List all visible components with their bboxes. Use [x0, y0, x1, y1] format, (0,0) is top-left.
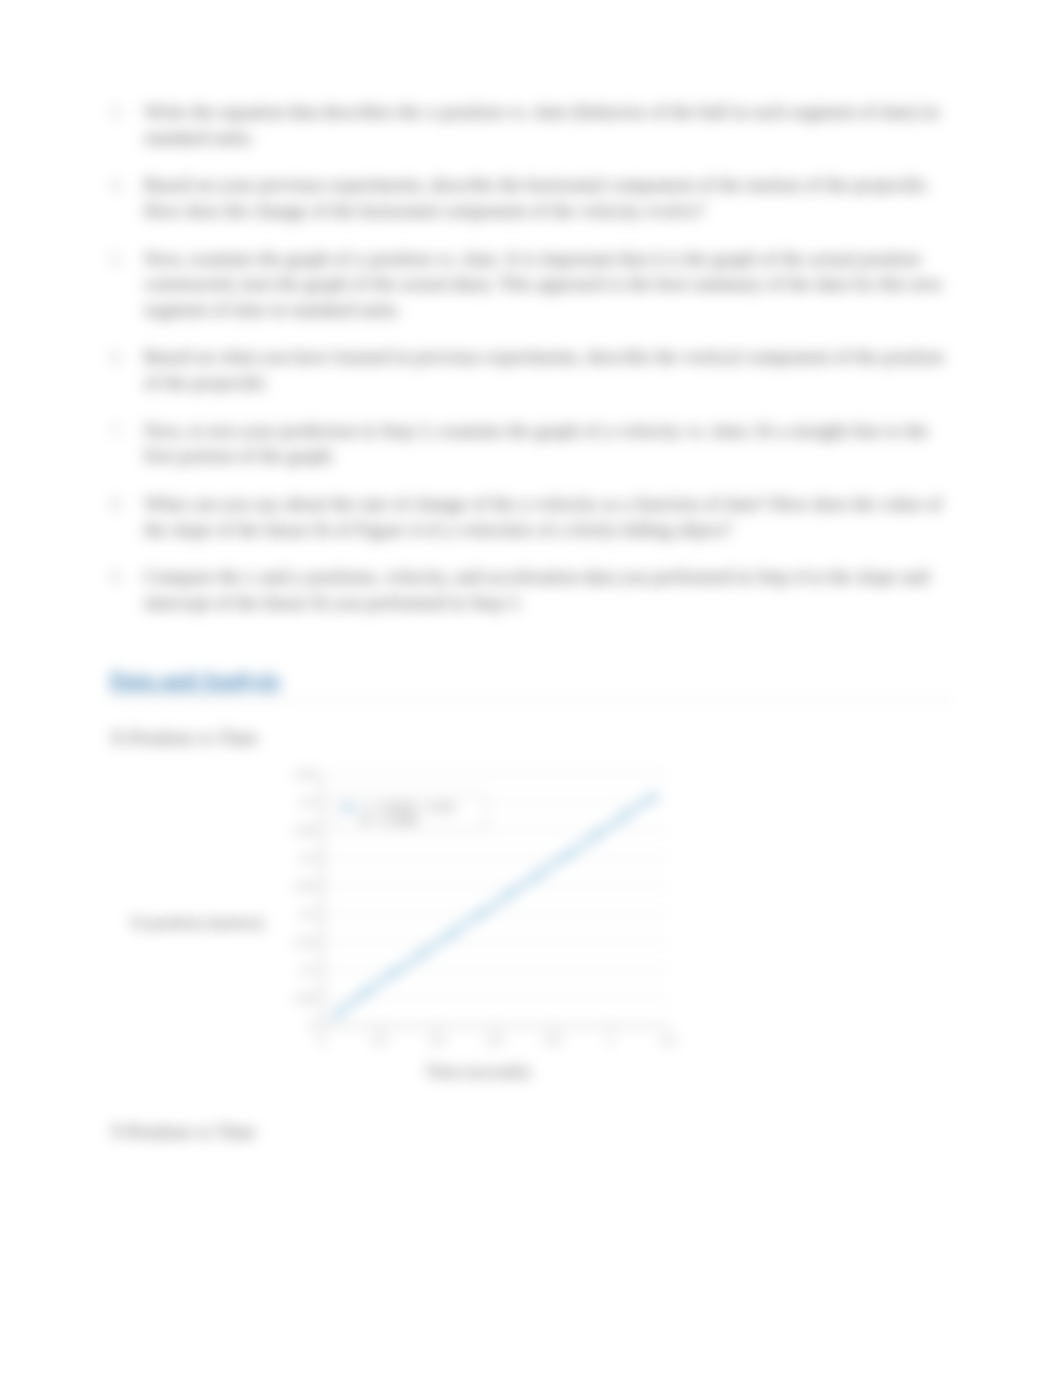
svg-text:0.4: 0.4 — [300, 797, 315, 809]
question-text: Compare the x and y positions, velocity,… — [144, 567, 929, 614]
question-item: Now, to test your prediction in Step 3, … — [110, 419, 952, 470]
chart1-wrap: 0 0.05 0.1 0.15 0.2 0.25 0.3 0.35 0.4 0.45 0 0.2 0.4… — [278, 764, 678, 1082]
question-text: Now, examine the graph of y-position vs.… — [144, 249, 943, 321]
chart1-ylabel: X-position (meters) — [130, 913, 264, 933]
svg-text:0.15: 0.15 — [294, 937, 315, 949]
section-header: Data and Analysis — [110, 667, 952, 693]
svg-text:1.2: 1.2 — [660, 1035, 675, 1047]
svg-text:0.45: 0.45 — [294, 769, 315, 781]
chart1-xlabel: Time (seconds) — [425, 1062, 530, 1082]
section-divider — [110, 699, 952, 700]
document-page: Write the equation that describes the x-… — [0, 0, 1062, 1218]
chart1-block: X-position (meters) 00.050.10.150.20.250… — [130, 764, 952, 1082]
svg-text:0.05: 0.05 — [294, 993, 315, 1005]
svg-text:0.2: 0.2 — [372, 1035, 387, 1047]
svg-text:0.3: 0.3 — [300, 853, 315, 865]
svg-text:0.6: 0.6 — [487, 1035, 502, 1047]
question-text: Based on your previous experiments, desc… — [144, 175, 930, 222]
svg-text:0.1: 0.1 — [300, 965, 315, 977]
question-item: Compare the x and y positions, velocity,… — [110, 565, 952, 616]
chart1-svg: 0 0.05 0.1 0.15 0.2 0.25 0.3 0.35 0.4 0.45 0 0.2 0.4… — [278, 764, 678, 1054]
question-list: Write the equation that describes the x-… — [110, 100, 952, 617]
svg-text:R² = 0.9998: R² = 0.9998 — [360, 815, 418, 827]
chart2-title: Y-Position vs Time — [110, 1122, 952, 1144]
svg-text:0.25: 0.25 — [294, 881, 315, 893]
question-item: Based on what you have learned in previo… — [110, 345, 952, 396]
question-item: Based on your previous experiments, desc… — [110, 173, 952, 224]
question-item: Write the equation that describes the x-… — [110, 100, 952, 151]
svg-text:1: 1 — [607, 1035, 613, 1047]
svg-text:0: 0 — [309, 1021, 315, 1033]
svg-text:0.2: 0.2 — [300, 909, 315, 921]
svg-text:x = 0.3549t + 0.003: x = 0.3549t + 0.003 — [360, 802, 455, 814]
svg-text:0.35: 0.35 — [294, 825, 315, 837]
question-text: Based on what you have learned in previo… — [144, 347, 944, 394]
question-item: Now, examine the graph of y-position vs.… — [110, 247, 952, 324]
svg-text:0.8: 0.8 — [545, 1035, 560, 1047]
svg-text:0.4: 0.4 — [429, 1035, 444, 1047]
question-item: What can you say about the rate of chang… — [110, 492, 952, 543]
chart1-title: X-Position vs Time — [110, 728, 952, 750]
svg-text:0: 0 — [319, 1035, 325, 1047]
question-text: Now, to test your prediction in Step 3, … — [144, 421, 928, 468]
question-text: Write the equation that describes the x-… — [144, 102, 939, 149]
question-text: What can you say about the rate of chang… — [144, 494, 942, 541]
